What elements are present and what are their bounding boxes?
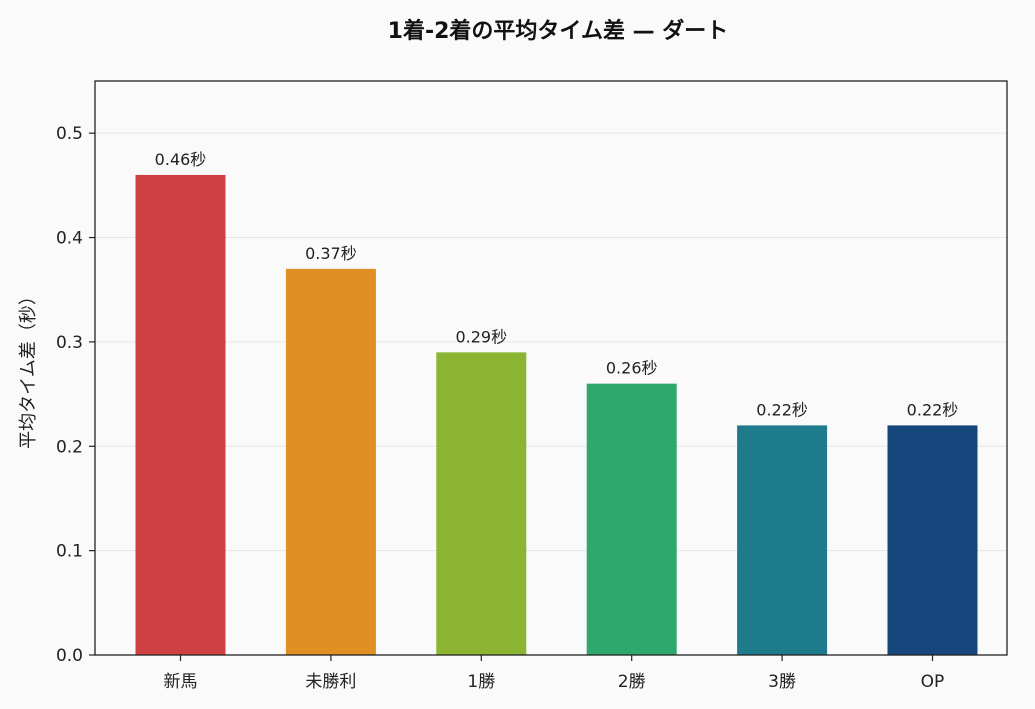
y-axis-label: 平均タイム差（秒）: [18, 287, 39, 449]
bar-4: [586, 383, 677, 655]
y-tick-label: 0.2: [56, 437, 83, 457]
bar-1: [135, 174, 226, 655]
y-axis-ticks: 0.0 0.1 0.2 0.3 0.4 0.5: [56, 124, 95, 666]
x-tick-label: 未勝利: [305, 672, 356, 692]
grid-lines: [95, 132, 1007, 552]
x-tick-label: 3勝: [768, 672, 796, 692]
bars: [135, 174, 978, 655]
y-tick-label: 0.0: [56, 646, 83, 666]
x-tick-label: 新馬: [164, 672, 198, 692]
value-labels: 0.46秒 0.37秒 0.29秒 0.26秒 0.22秒 0.22秒: [155, 150, 959, 419]
value-label: 0.46秒: [155, 150, 207, 169]
value-label: 0.26秒: [606, 359, 658, 378]
plot-frame: [94, 80, 1008, 656]
bar-3: [436, 352, 527, 655]
y-tick-label: 0.1: [56, 542, 83, 562]
bar-2: [285, 268, 376, 655]
bar-5: [737, 425, 828, 655]
value-label: 0.22秒: [756, 400, 808, 419]
y-tick-label: 0.4: [56, 229, 83, 249]
value-label: 0.22秒: [907, 400, 959, 419]
chart-title: 1着-2着の平均タイム差 — ダート: [388, 18, 729, 44]
value-label: 0.37秒: [305, 244, 357, 263]
x-tick-label: OP: [921, 672, 945, 692]
x-axis-ticks: 新馬 未勝利 1勝 2勝 3勝 OP: [164, 655, 945, 692]
x-tick-label: 2勝: [618, 672, 646, 692]
bar-6: [887, 425, 978, 655]
value-label: 0.29秒: [455, 327, 507, 346]
y-tick-label: 0.5: [56, 124, 83, 144]
x-tick-label: 1勝: [467, 672, 495, 692]
y-tick-label: 0.3: [56, 333, 83, 353]
